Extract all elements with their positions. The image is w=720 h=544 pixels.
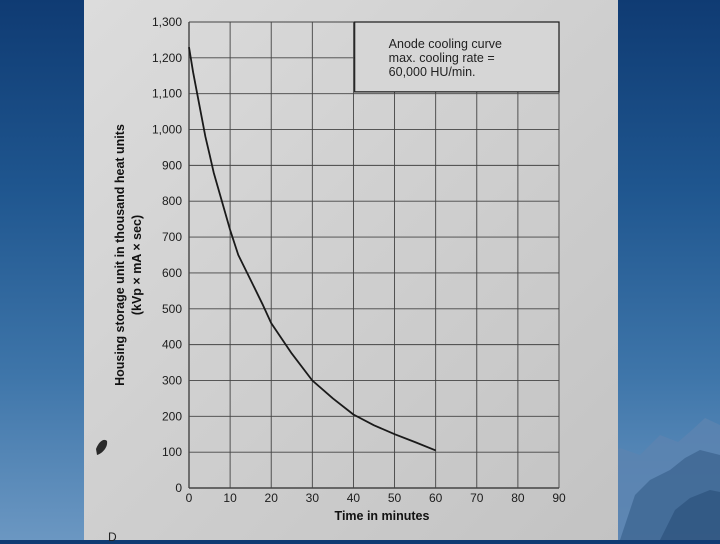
x-tick-label: 20 <box>265 491 279 505</box>
x-tick-label: 0 <box>186 491 193 505</box>
x-tick-label: 30 <box>306 491 320 505</box>
y-tick-label: 700 <box>162 230 182 244</box>
y-tick-label: 600 <box>162 266 182 280</box>
x-tick-label: 50 <box>388 491 402 505</box>
corner-letter: D <box>108 530 117 544</box>
x-axis-label: Time in minutes <box>335 509 430 523</box>
series-layer <box>188 46 437 452</box>
y-tick-label: 0 <box>175 481 182 495</box>
cooling-curve-line <box>188 46 437 452</box>
y-tick-label: 1,000 <box>152 123 182 137</box>
y-tick-label: 100 <box>162 445 182 459</box>
y-tick-label: 300 <box>162 373 182 387</box>
x-tick-label: 80 <box>511 491 525 505</box>
annotation-line-1: Anode cooling curve <box>389 37 502 51</box>
x-tick-label: 40 <box>347 491 361 505</box>
y-axis-label-line-1: Housing storage unit in thousand heat un… <box>113 124 127 386</box>
y-tick-label: 800 <box>162 194 182 208</box>
y-tick-labels: 0 100 200 300 400 500 600 700 800 900 1,000 1,100 1,… <box>152 15 182 495</box>
annotation-line-3: 60,000 HU/min. <box>389 65 476 79</box>
annotation-line-2: max. cooling rate = <box>389 51 495 65</box>
y-tick-label: 900 <box>162 158 182 172</box>
x-tick-label: 90 <box>552 491 566 505</box>
y-tick-label: 1,300 <box>152 15 182 29</box>
x-tick-label: 60 <box>429 491 443 505</box>
y-tick-label: 1,200 <box>152 51 182 65</box>
ink-mark <box>96 439 108 455</box>
y-axis-label-line-2: (kVp × mA × sec) <box>130 215 144 315</box>
annotation-box: Anode cooling curve max. cooling rate = … <box>354 21 560 93</box>
x-tick-label: 70 <box>470 491 484 505</box>
paper-sheet: Anode cooling curve max. cooling rate = … <box>84 0 618 544</box>
y-tick-label: 1,100 <box>152 87 182 101</box>
cooling-chart: Anode cooling curve max. cooling rate = … <box>96 15 566 523</box>
y-tick-label: 200 <box>162 409 182 423</box>
x-tick-labels: 0 10 20 30 40 50 60 70 80 90 <box>186 491 566 505</box>
y-tick-label: 400 <box>162 338 182 352</box>
annotation-box-frame <box>354 21 560 93</box>
y-tick-label: 500 <box>162 302 182 316</box>
mountain-decoration-image <box>600 418 720 540</box>
x-tick-label: 10 <box>223 491 237 505</box>
